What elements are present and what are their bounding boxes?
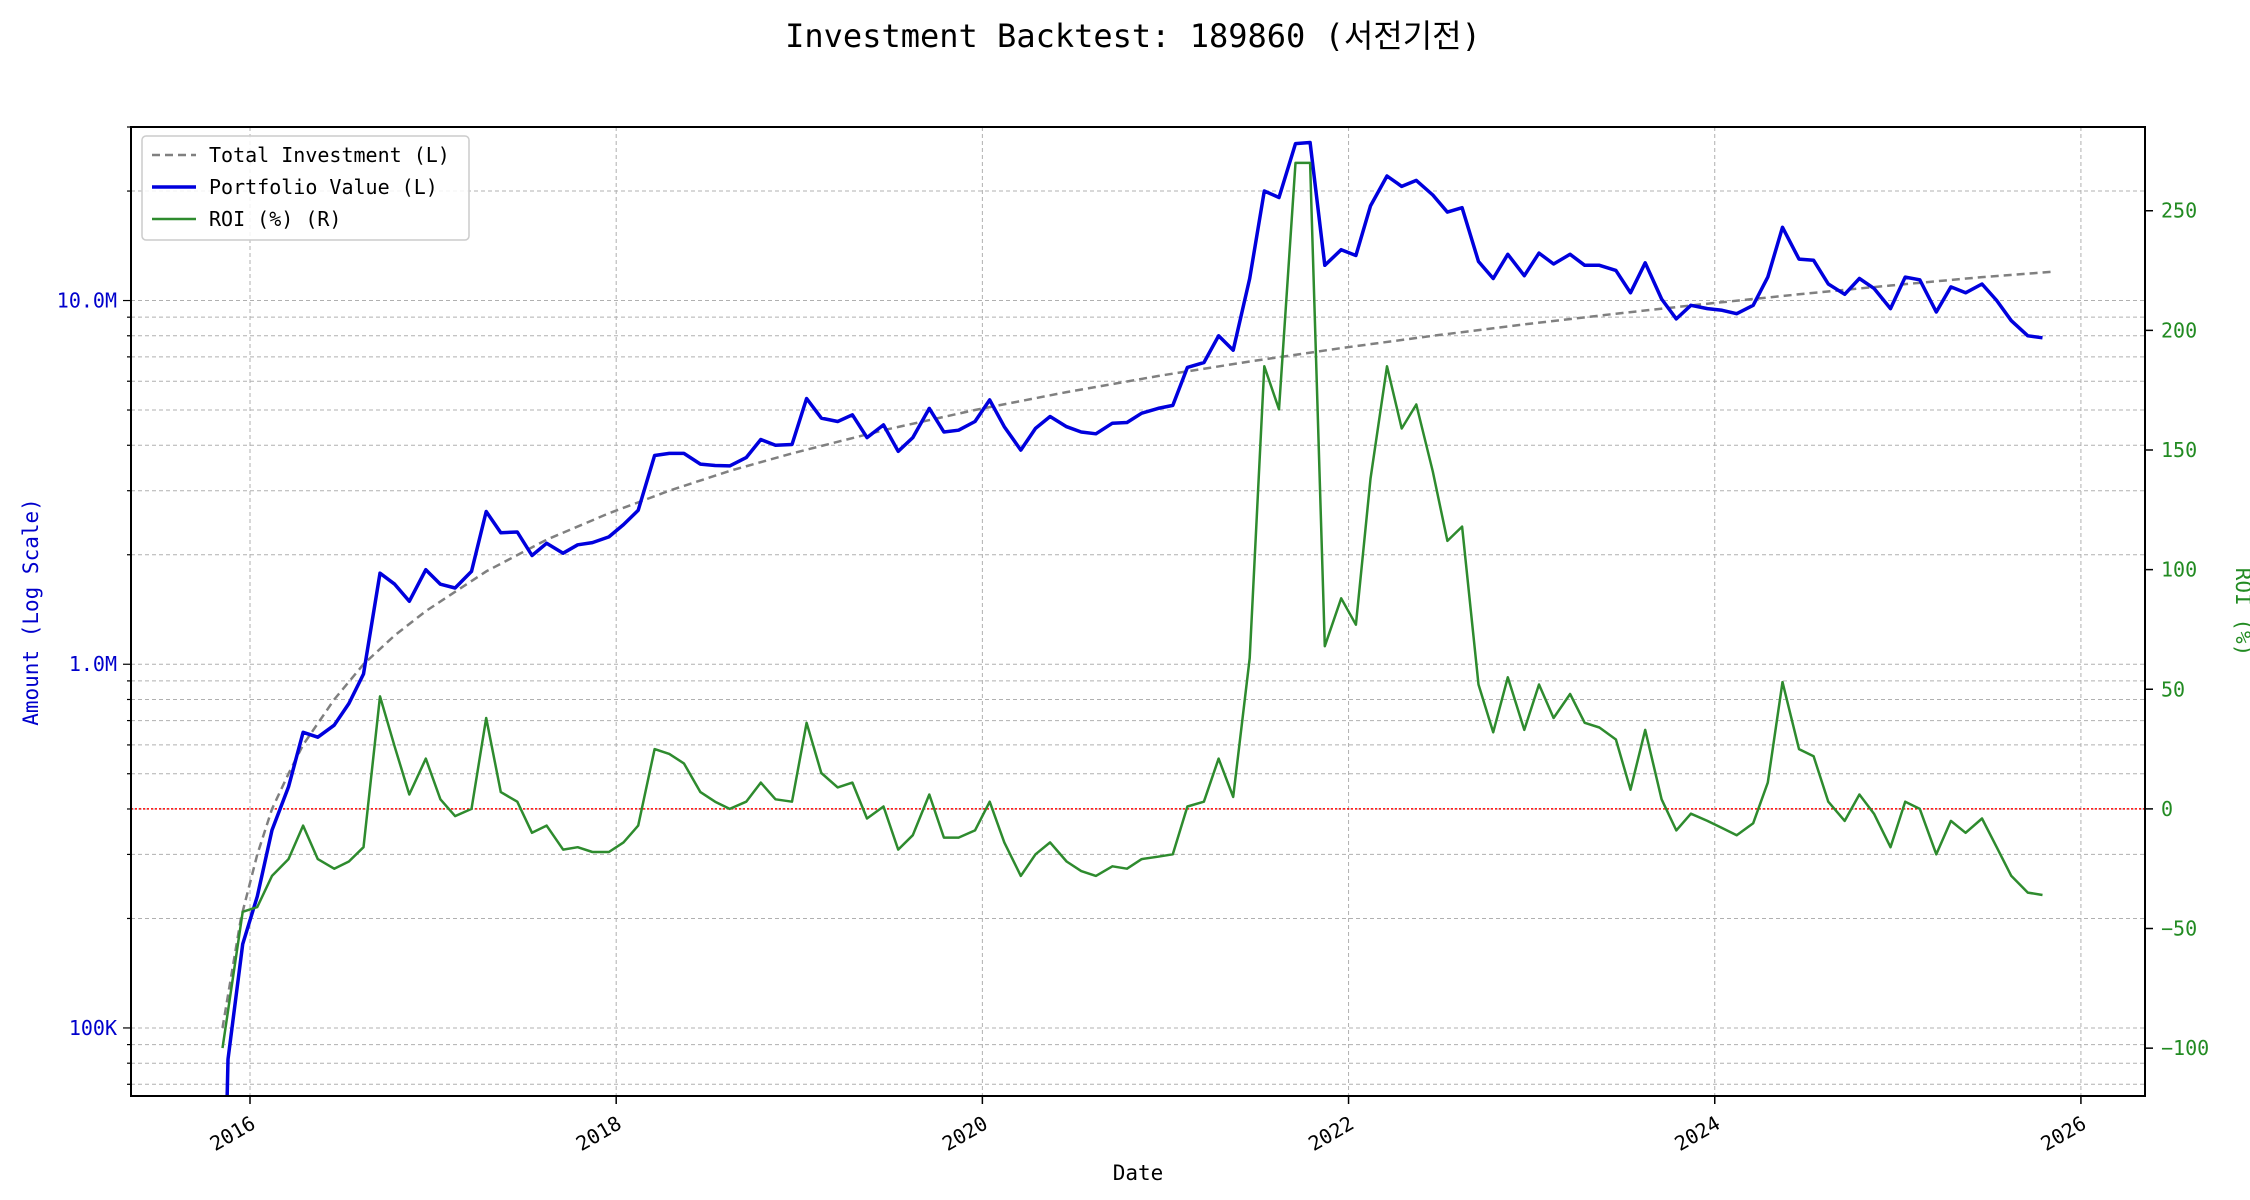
portfolio-value-line (225, 140, 2043, 1096)
y-right-tick-label: 100 (2161, 558, 2197, 582)
x-tick-label: 2024 (1670, 1111, 1724, 1156)
y-axis-left-label: Amount (Log Scale) (19, 498, 43, 726)
x-tick-label: 2026 (2037, 1111, 2091, 1156)
legend: Total Investment (L) Portfolio Value (L)… (141, 135, 470, 241)
total-investment-line (221, 270, 2054, 1029)
y-right-tick-label: 250 (2161, 199, 2197, 223)
legend-label-investment: Total Investment (L) (209, 143, 450, 167)
legend-label-portfolio: Portfolio Value (L) (209, 175, 438, 199)
y-right-tick-label: −50 (2161, 917, 2197, 941)
x-tick-label: 2022 (1304, 1111, 1358, 1156)
y-right-tick-label: −100 (2161, 1036, 2209, 1060)
x-axis: 2016 2018 2020 2022 2024 2026 (206, 1096, 2091, 1156)
grid-lines (131, 126, 2145, 1096)
x-tick-label: 2018 (572, 1111, 626, 1156)
y-axis-right: −100 −50 0 50 100 150 200 250 (2145, 199, 2209, 1060)
y-right-tick-label: 50 (2161, 677, 2185, 701)
y-left-tick-label: 1.0M (69, 652, 117, 676)
y-right-tick-label: 150 (2161, 438, 2197, 462)
y-axis-left: 100K 1.0M 10.0M (57, 126, 131, 1085)
y-left-tick-label: 100K (69, 1016, 117, 1040)
x-axis-label: Date (1113, 1161, 1164, 1185)
x-tick-label: 2020 (938, 1111, 992, 1156)
y-axis-right-label: ROI (%) (2231, 568, 2250, 657)
legend-box (141, 135, 470, 241)
x-tick-label: 2016 (206, 1111, 260, 1156)
plot-area-frame (130, 126, 2146, 1097)
y-right-tick-label: 0 (2161, 797, 2173, 821)
chart-title: Investment Backtest: 189860 (서전기전) (785, 17, 1481, 55)
series-lines (221, 140, 2054, 1096)
y-right-tick-label: 200 (2161, 318, 2197, 342)
y-left-tick-label: 10.0M (57, 289, 117, 313)
roi-line (221, 161, 2043, 1049)
legend-label-roi: ROI (%) (R) (209, 207, 341, 231)
